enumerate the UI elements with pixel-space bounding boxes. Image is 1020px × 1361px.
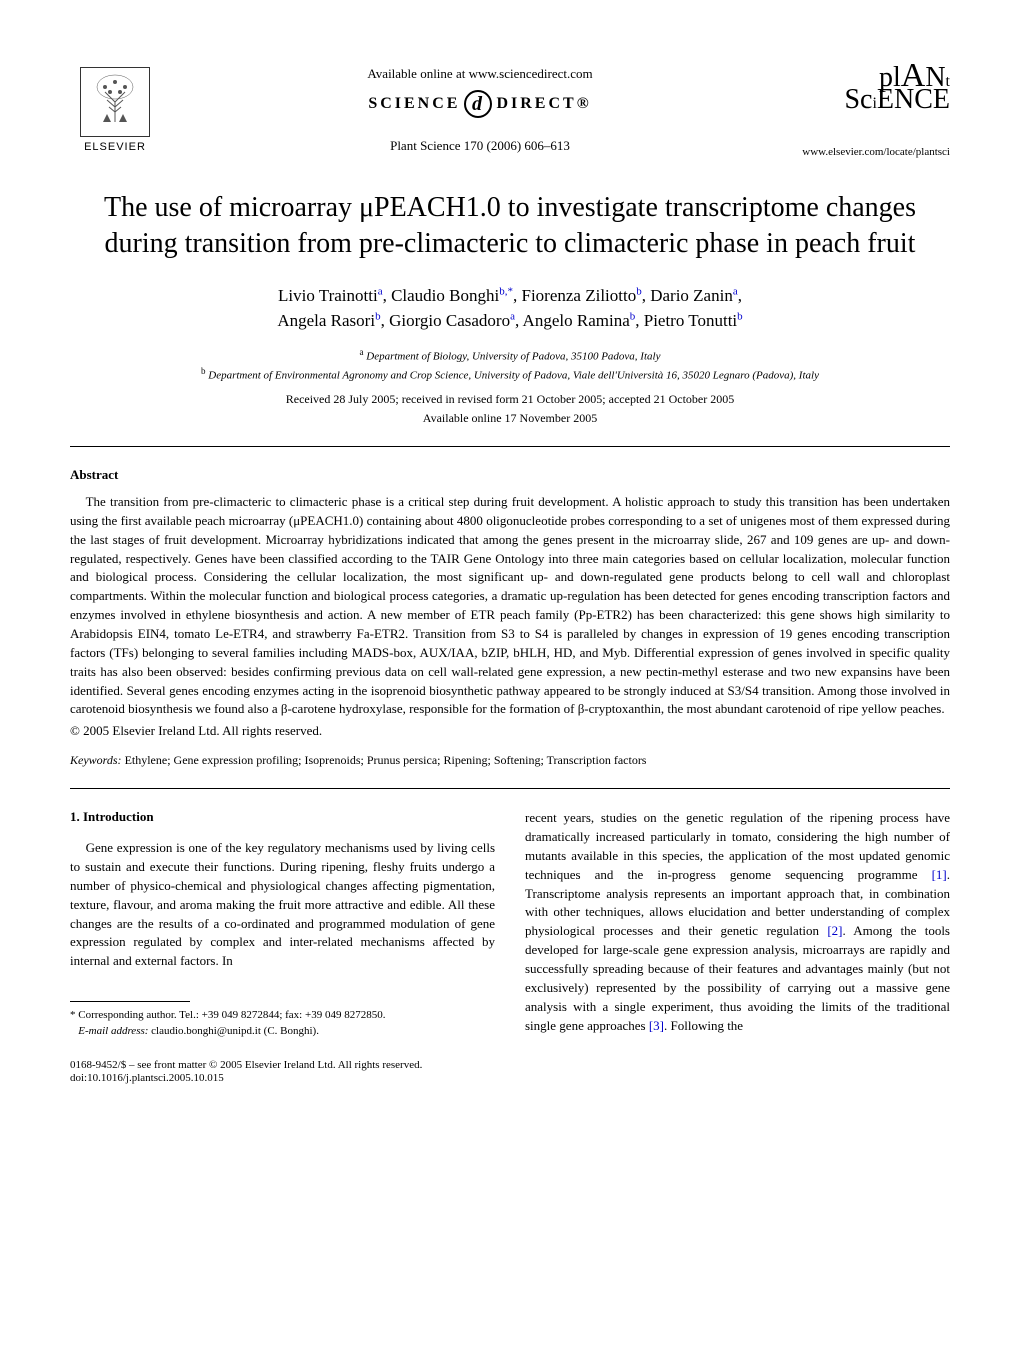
section-heading: 1. Introduction xyxy=(70,809,495,825)
sciencedirect-d-icon: d xyxy=(464,90,492,118)
online-date: Available online 17 November 2005 xyxy=(70,411,950,426)
citation-link[interactable]: [2] xyxy=(827,923,842,938)
author: , Angelo Ramina xyxy=(515,311,630,330)
affiliations-block: a Department of Biology, University of P… xyxy=(70,346,950,384)
right-column: recent years, studies on the genetic reg… xyxy=(525,809,950,1086)
email-footnote: E-mail address: claudio.bonghi@unipd.it … xyxy=(70,1024,495,1039)
direct-label: DIRECT® xyxy=(496,95,591,113)
affiliation: Department of Environmental Agronomy and… xyxy=(208,370,819,382)
journal-logo: plANtSciENCE www.elsevier.com/locate/pla… xyxy=(800,62,950,159)
affiliation: Department of Biology, University of Pad… xyxy=(366,350,660,362)
doi-line: doi:10.1016/j.plantsci.2005.10.015 xyxy=(70,1071,495,1086)
body-paragraph: Gene expression is one of the key regula… xyxy=(70,839,495,971)
page-header: ELSEVIER Available online at www.science… xyxy=(70,60,950,160)
author: , Dario Zanin xyxy=(642,286,733,305)
elsevier-logo: ELSEVIER xyxy=(70,60,160,160)
available-online-text: Available online at www.sciencedirect.co… xyxy=(160,66,800,82)
affiliation-sup: b,* xyxy=(499,285,513,297)
author: , Fiorenza Ziliotto xyxy=(513,286,636,305)
issn-line: 0168-9452/$ – see front matter © 2005 El… xyxy=(70,1059,495,1071)
author: Livio Trainotti xyxy=(278,286,378,305)
plant-science-logo-text: plANtSciENCE xyxy=(800,62,950,112)
sciencedirect-logo: SCIENCE d DIRECT® xyxy=(160,90,800,118)
email-label: E-mail address: xyxy=(78,1025,148,1037)
science-label: SCIENCE xyxy=(368,95,460,113)
author: Angela Rasori xyxy=(277,311,375,330)
authors-block: Livio Trainotti a , Claudio Bonghib,*, Fio… xyxy=(70,283,950,334)
abstract-heading: Abstract xyxy=(70,467,950,483)
body-text: . Following the xyxy=(664,1018,743,1033)
citation-link[interactable]: [3] xyxy=(649,1018,664,1033)
divider xyxy=(70,446,950,447)
keywords-text: Ethylene; Gene expression profiling; Iso… xyxy=(122,753,647,767)
header-center: Available online at www.sciencedirect.co… xyxy=(160,66,800,154)
journal-url: www.elsevier.com/locate/plantsci xyxy=(800,146,950,158)
aff-sup: a xyxy=(360,347,364,357)
keywords-label: Keywords: xyxy=(70,753,122,767)
author: , Claudio Bonghi xyxy=(383,286,500,305)
body-text: . Among the tools developed for large-sc… xyxy=(525,923,950,1032)
received-dates: Received 28 July 2005; received in revis… xyxy=(70,392,950,407)
journal-reference: Plant Science 170 (2006) 606–613 xyxy=(160,138,800,154)
elsevier-label: ELSEVIER xyxy=(84,141,146,153)
citation-link[interactable]: [1] xyxy=(932,867,947,882)
body-paragraph: recent years, studies on the genetic reg… xyxy=(525,809,950,1035)
left-column: 1. Introduction Gene expression is one o… xyxy=(70,809,495,1086)
copyright-text: © 2005 Elsevier Ireland Ltd. All rights … xyxy=(70,723,950,739)
affiliation-sup: a xyxy=(733,285,738,297)
article-title: The use of microarray μPEACH1.0 to inves… xyxy=(70,190,950,263)
body-columns: 1. Introduction Gene expression is one o… xyxy=(70,809,950,1086)
author: , Giorgio Casadoro xyxy=(381,311,511,330)
affiliation-sup: b xyxy=(737,311,743,323)
divider xyxy=(70,788,950,789)
elsevier-tree-icon xyxy=(80,67,150,137)
email-address: claudio.bonghi@unipd.it (C. Bonghi). xyxy=(148,1025,319,1037)
author: , Pietro Tonutti xyxy=(635,311,737,330)
keywords-line: Keywords: Ethylene; Gene expression prof… xyxy=(70,753,950,768)
footnote-rule xyxy=(70,1001,190,1002)
corresponding-author-footnote: * Corresponding author. Tel.: +39 049 82… xyxy=(70,1008,495,1023)
body-text: recent years, studies on the genetic reg… xyxy=(525,810,950,882)
aff-sup: b xyxy=(201,366,206,376)
abstract-text: The transition from pre-climacteric to c… xyxy=(70,493,950,719)
